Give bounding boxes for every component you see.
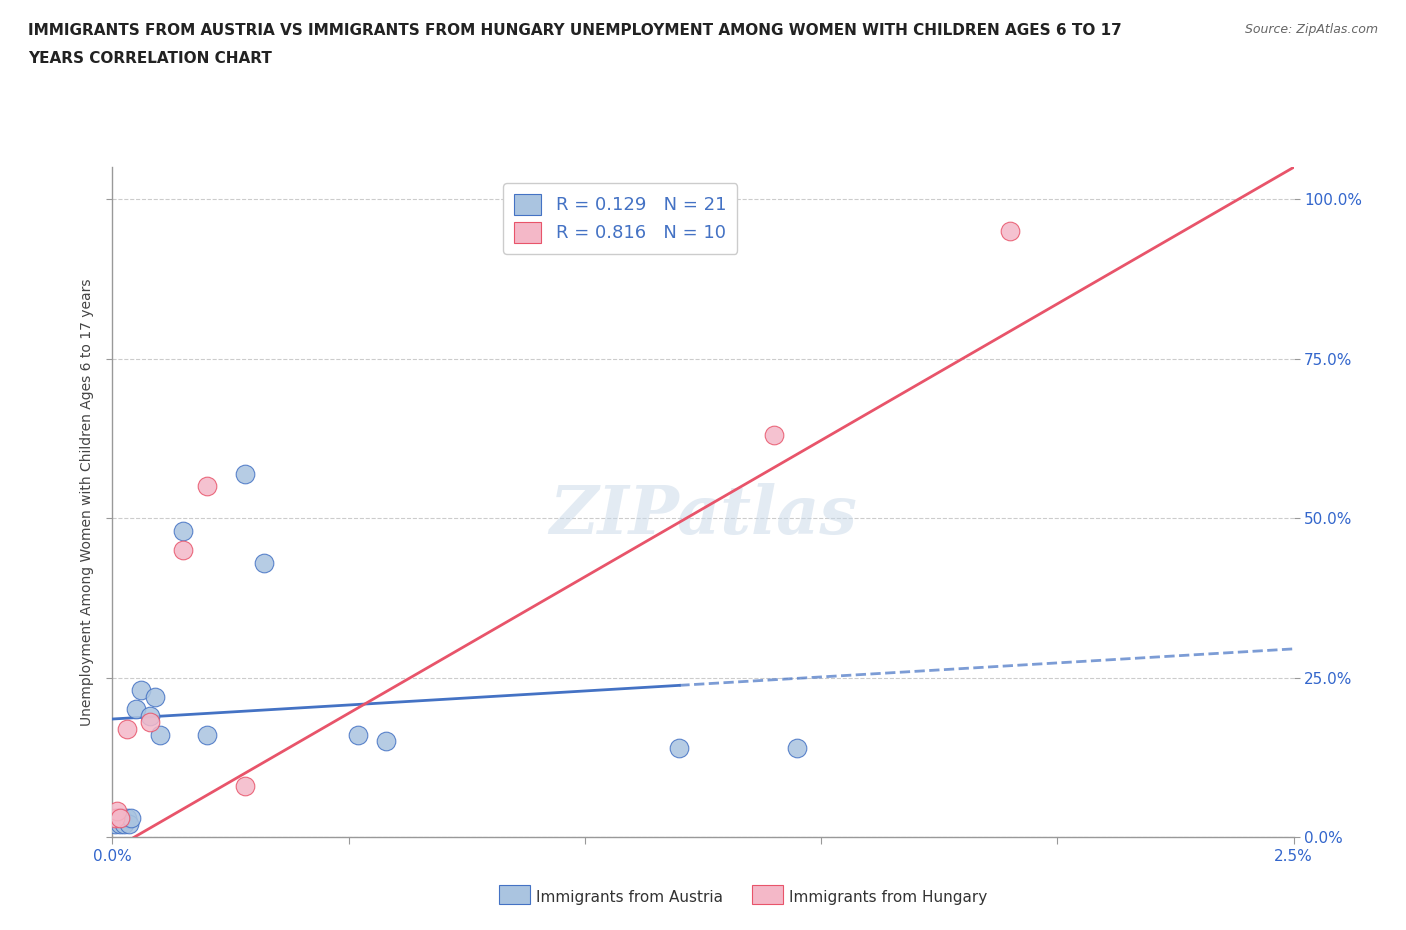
Point <box>105 810 128 825</box>
Point <box>112 817 135 831</box>
Point <box>172 524 194 538</box>
Point <box>111 810 134 825</box>
Point <box>143 689 166 704</box>
Text: Immigrants from Hungary: Immigrants from Hungary <box>789 890 987 905</box>
Point <box>762 428 785 443</box>
Text: Source: ZipAtlas.com: Source: ZipAtlas.com <box>1244 23 1378 36</box>
Point <box>105 804 128 819</box>
Text: IMMIGRANTS FROM AUSTRIA VS IMMIGRANTS FROM HUNGARY UNEMPLOYMENT AMONG WOMEN WITH: IMMIGRANTS FROM AUSTRIA VS IMMIGRANTS FR… <box>28 23 1122 38</box>
Point <box>347 727 370 742</box>
Point <box>118 817 141 831</box>
Point <box>108 817 131 831</box>
Point <box>129 683 152 698</box>
Point <box>139 715 162 730</box>
Point <box>125 702 148 717</box>
Point <box>998 224 1021 239</box>
Point <box>253 555 276 570</box>
Point <box>104 810 127 825</box>
Point <box>195 727 218 742</box>
Text: Immigrants from Austria: Immigrants from Austria <box>536 890 723 905</box>
Point <box>786 740 808 755</box>
Text: YEARS CORRELATION CHART: YEARS CORRELATION CHART <box>28 51 271 66</box>
Point <box>233 778 256 793</box>
Point <box>115 810 138 825</box>
Point <box>108 810 131 825</box>
Point <box>115 721 138 736</box>
Point <box>149 727 172 742</box>
Point <box>195 479 218 494</box>
Text: ZIPatlas: ZIPatlas <box>550 483 856 548</box>
Point <box>233 466 256 481</box>
Point <box>104 817 127 831</box>
Point <box>668 740 690 755</box>
Point <box>375 734 398 749</box>
Point <box>120 810 142 825</box>
Point <box>139 709 162 724</box>
Legend: R = 0.129   N = 21, R = 0.816   N = 10: R = 0.129 N = 21, R = 0.816 N = 10 <box>503 183 737 254</box>
Y-axis label: Unemployment Among Women with Children Ages 6 to 17 years: Unemployment Among Women with Children A… <box>80 278 94 726</box>
Point <box>172 542 194 557</box>
